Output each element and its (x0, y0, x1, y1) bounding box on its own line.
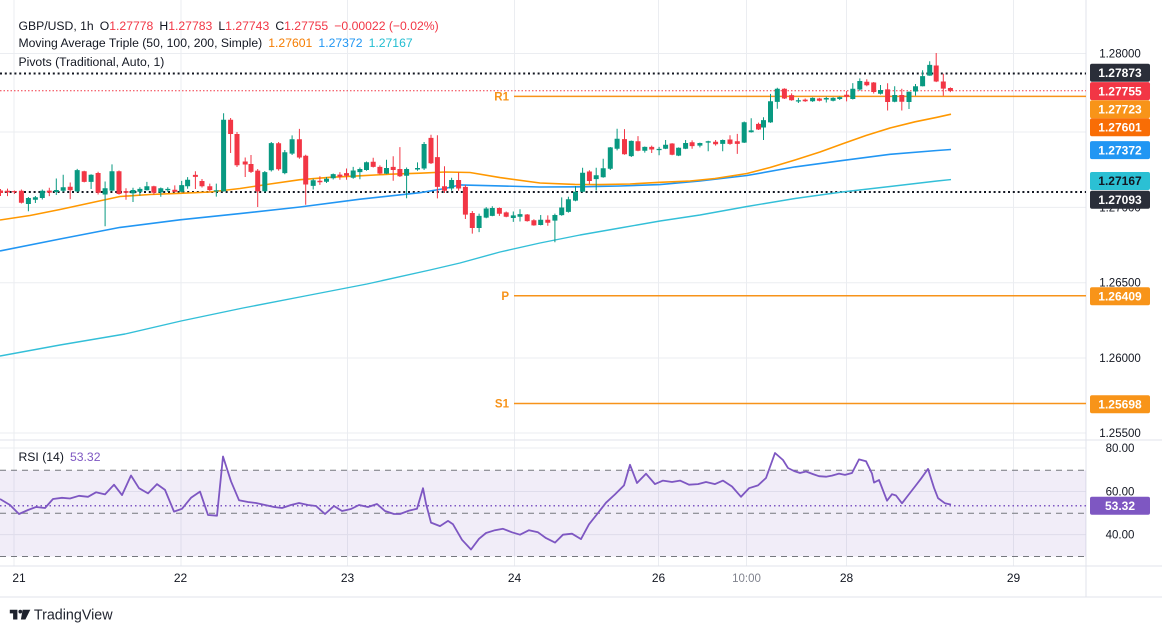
svg-text:1.26500: 1.26500 (1099, 278, 1141, 290)
svg-text:53.32: 53.32 (1105, 499, 1135, 513)
svg-text:23: 23 (341, 571, 355, 585)
svg-text:1.27755: 1.27755 (1098, 84, 1142, 98)
svg-text:Moving Average Triple (50, 100: Moving Average Triple (50, 100, 200, Sim… (19, 36, 413, 50)
svg-text:1.25500: 1.25500 (1099, 428, 1141, 440)
svg-text:TradingView: TradingView (34, 608, 113, 624)
svg-text:1.26000: 1.26000 (1099, 353, 1141, 365)
svg-text:1.27873: 1.27873 (1098, 66, 1142, 80)
svg-text:80.00: 80.00 (1106, 443, 1135, 455)
svg-text:1.25698: 1.25698 (1098, 398, 1142, 412)
svg-text:21: 21 (12, 571, 26, 585)
svg-text:S1: S1 (495, 399, 510, 411)
svg-text:22: 22 (174, 571, 188, 585)
svg-text:28: 28 (840, 571, 854, 585)
svg-text:24: 24 (508, 571, 522, 585)
svg-text:10:00: 10:00 (732, 573, 761, 585)
svg-text:40.00: 40.00 (1106, 530, 1135, 542)
svg-text:RSI (14) 53.32: RSI (14) 53.32 (19, 450, 101, 464)
svg-text:26: 26 (652, 571, 666, 585)
svg-text:R1: R1 (494, 91, 509, 103)
svg-text:1.27093: 1.27093 (1098, 193, 1142, 207)
svg-text:60.00: 60.00 (1106, 487, 1135, 499)
svg-text:1.26409: 1.26409 (1098, 290, 1142, 304)
svg-text:1.27723: 1.27723 (1098, 102, 1142, 116)
svg-text:P: P (501, 291, 509, 303)
svg-text:GBP/USD, 1h O1.27778 H1.27783: GBP/USD, 1h O1.27778 H1.27783 L1.27743 C… (19, 19, 439, 33)
svg-text:29: 29 (1007, 571, 1021, 585)
svg-text:Pivots (Traditional, Auto, 1): Pivots (Traditional, Auto, 1) (19, 55, 165, 69)
svg-text:1.27372: 1.27372 (1098, 143, 1142, 157)
svg-text:1.27167: 1.27167 (1098, 174, 1142, 188)
svg-text:1.28000: 1.28000 (1099, 48, 1141, 60)
svg-text:1.27601: 1.27601 (1098, 121, 1142, 135)
